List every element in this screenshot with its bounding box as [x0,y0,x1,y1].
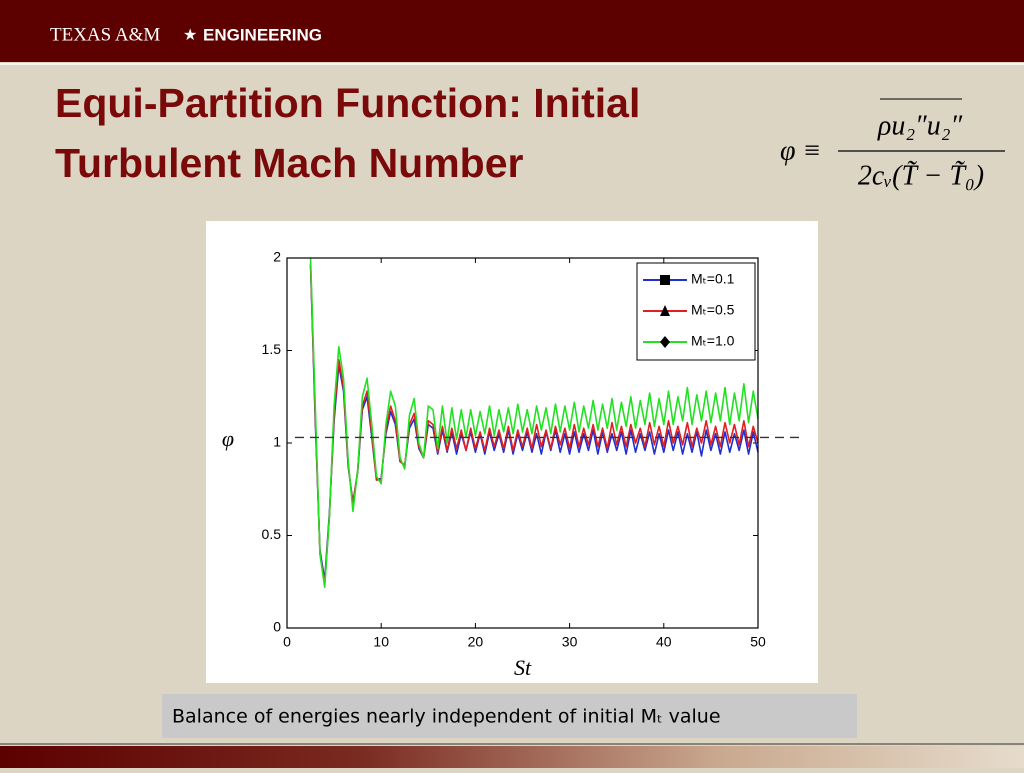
x-axis-label: St [514,655,532,680]
x-tick-label: 50 [750,634,766,650]
x-tick-label: 20 [468,634,484,650]
legend-label: Mₜ=0.5 [691,302,735,318]
legend-marker [660,305,670,316]
formula-lhs: φ ≡ [780,135,821,166]
formula-denominator: 2cᵥ(T̃ − T̃₀) [858,160,984,191]
x-tick-label: 30 [562,634,578,650]
y-axis-label: φ [222,426,234,451]
legend-label: Mₜ=1.0 [691,333,735,349]
series-line [309,257,759,589]
plot: 0 10 20 30 40 50 0 0.5 1 1.5 2 St φ Mₜ=0.1 Mₜ=0.5 Mₜ=1.… [222,249,800,680]
brand-bold: ENGINEERING [203,25,322,44]
x-tick-label: 10 [373,634,389,650]
legend-label: Mₜ=0.1 [691,271,735,287]
caption: Balance of energies nearly independent o… [172,706,721,728]
legend-marker [660,275,670,285]
y-tick-label: 0.5 [262,526,282,542]
header-bar [0,0,1024,62]
x-tick-label: 0 [283,634,291,650]
plot-frame [286,257,759,629]
formula-numerator: ρu₂″u₂″ [877,110,963,141]
title-line: Turbulent Mach Number [55,140,524,186]
legend-marker [660,336,670,348]
y-tick-label: 2 [273,249,281,265]
y-tick-label: 0 [273,619,281,635]
title-line: Equi-Partition Function: Initial [55,80,640,126]
y-tick-label: 1 [273,434,281,450]
y-tick-label: 1.5 [262,341,282,357]
x-tick-label: 40 [656,634,672,650]
footer-bar [0,746,1024,768]
brand: TEXAS A&M [50,24,160,45]
caption-box [162,694,857,738]
brand-star: ★ [183,27,197,44]
